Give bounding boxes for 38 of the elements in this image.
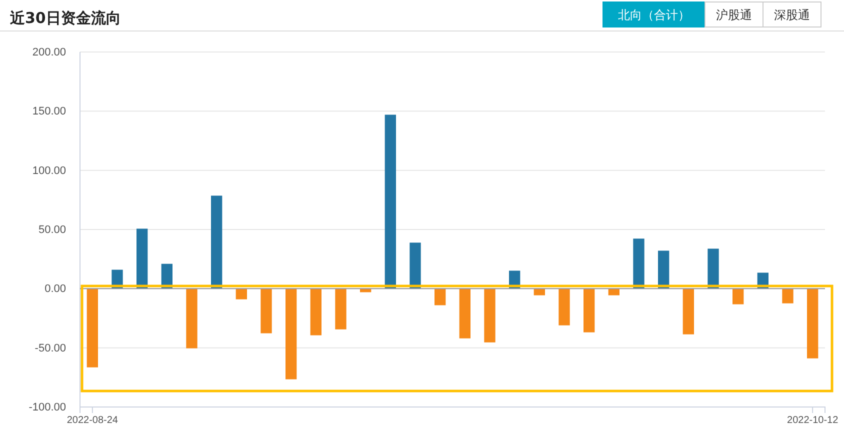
y-tick-label: -100.00 [28,402,66,414]
bar [534,288,546,296]
y-tick-label: 50.00 [38,224,66,236]
y-tick-label: -50.00 [34,342,66,354]
selected-tab-button: 北向（合计） [602,2,706,28]
bar [335,288,346,330]
bar [658,250,670,289]
bar [583,288,595,332]
bar [410,242,421,289]
bar [558,288,570,326]
bar [633,238,644,289]
y-tick-label: 0.00 [44,283,66,296]
bar [310,288,322,336]
x-tick-label: 2022-10-12 [787,415,839,426]
bar [260,288,272,334]
bar [285,288,297,380]
y-tick-label: 100.00 [32,164,66,177]
bar [608,288,620,296]
tab-button: 深股通 [762,2,822,28]
bar [459,288,471,338]
tab-button: 沪股通 [704,2,764,28]
bar [484,288,496,342]
y-tick-label: 150.00 [32,106,66,118]
bar [682,288,694,334]
bar [806,288,818,358]
bar [186,288,198,348]
chart-title: 近30日资金流向 [9,9,121,27]
bar [708,248,719,289]
bar [732,288,744,304]
bar [384,114,396,289]
y-tick-label: 200.00 [32,46,66,59]
x-tick-label: 2022-08-24 [66,415,118,426]
bar [236,288,248,300]
bar [210,196,222,289]
bar [434,288,446,306]
bar [136,228,148,289]
bar [86,288,98,368]
bar [782,288,794,304]
